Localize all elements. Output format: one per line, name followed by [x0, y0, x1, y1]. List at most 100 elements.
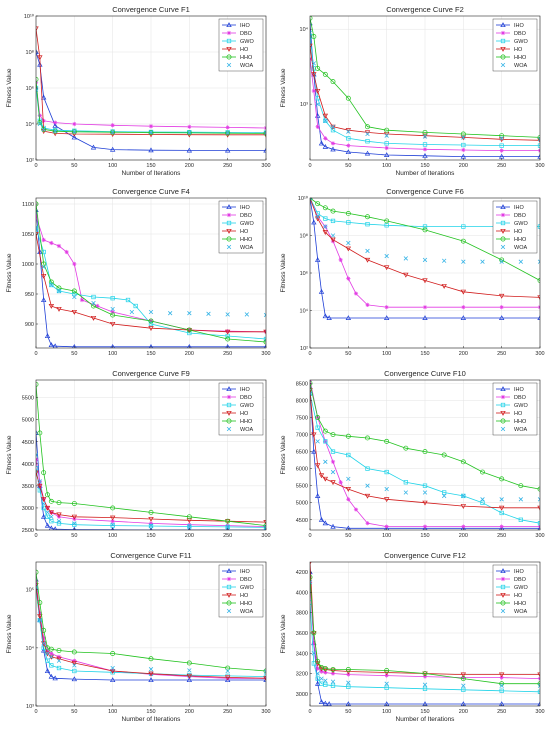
legend-marker	[226, 576, 232, 582]
data-point-ho	[310, 388, 313, 394]
data-point-gwo	[41, 505, 46, 511]
series-dbo	[36, 80, 266, 131]
legend: IHO DBO GWO HO HHO WOA	[218, 18, 264, 72]
data-point-woa	[365, 131, 370, 137]
data-point-dbo	[72, 121, 77, 127]
data-point-iho	[225, 343, 230, 348]
series-woa	[310, 580, 540, 688]
data-point-woa	[346, 240, 351, 246]
legend-marker	[226, 584, 232, 590]
legend-marker	[500, 46, 506, 52]
data-point-iho	[186, 147, 193, 153]
data-point-dbo	[49, 240, 54, 246]
legend: IHO DBO GWO HO HHO WOA	[218, 382, 264, 436]
x-tick-label: 150	[420, 533, 429, 539]
y-tick-label: 7500	[296, 416, 308, 422]
data-point-gwo	[91, 294, 96, 300]
y-axis-label: Fitness Value	[6, 68, 13, 107]
data-point-gwo	[72, 668, 77, 674]
x-tick-label: 250	[223, 163, 232, 169]
data-point-woa	[244, 312, 250, 317]
data-point-woa	[72, 663, 77, 668]
data-point-woa	[403, 490, 409, 495]
y-tick-label: 10⁴	[300, 308, 309, 315]
data-point-gwo	[461, 493, 466, 499]
data-point-woa	[263, 669, 266, 674]
legend-marker	[500, 62, 506, 68]
data-point-ho	[71, 514, 78, 520]
data-point-woa	[167, 311, 173, 316]
y-tick-label: 10³	[300, 102, 308, 108]
data-point-iho	[72, 343, 77, 348]
data-point-woa	[315, 671, 320, 676]
data-point-dbo	[346, 672, 351, 677]
legend-marker	[226, 592, 232, 598]
y-tick-label: 6500	[296, 450, 308, 456]
data-point-hho	[365, 435, 370, 441]
data-point-iho	[110, 343, 115, 348]
data-point-dbo	[346, 143, 351, 148]
data-point-gwo	[461, 224, 466, 229]
data-point-woa	[330, 233, 336, 238]
data-point-woa	[346, 129, 351, 134]
data-point-hho	[148, 130, 154, 136]
data-point-gwo	[480, 500, 485, 505]
data-point-dbo	[45, 648, 50, 653]
legend-label: GWO	[240, 39, 254, 45]
series-line-dbo	[36, 581, 266, 679]
chart-panel-f10: 0 50 100 150 200 250 300 4500 5000 5500 6000 6500 70…	[278, 368, 548, 546]
data-point-ho	[224, 329, 231, 335]
x-tick-label: 150	[146, 709, 155, 715]
data-point-gwo	[110, 670, 115, 675]
legend-label: DBO	[514, 31, 527, 37]
legend-label: WOA	[240, 63, 253, 69]
legend-box	[218, 382, 264, 436]
series-line-ho	[36, 585, 266, 679]
data-point-woa	[330, 679, 336, 684]
data-point-woa	[461, 135, 466, 140]
data-point-ho	[364, 257, 371, 263]
data-point-ho	[56, 512, 62, 518]
data-point-gwo	[499, 688, 504, 693]
data-point-hho	[41, 627, 47, 633]
legend: IHO DBO GWO HO HHO WOA	[218, 200, 264, 254]
data-point-ho	[148, 326, 154, 332]
data-point-woa	[323, 678, 328, 683]
data-point-dbo	[330, 459, 336, 464]
data-point-ho	[322, 476, 329, 482]
data-point-ho	[52, 131, 58, 137]
series-woa	[36, 585, 266, 674]
y-tick-label: 10⁶	[300, 270, 308, 277]
data-point-dbo	[56, 243, 62, 249]
legend-marker	[500, 30, 506, 36]
data-point-ho	[441, 284, 447, 289]
data-point-iho	[311, 448, 317, 454]
data-point-woa	[49, 282, 54, 288]
x-tick-label: 50	[345, 533, 351, 539]
legend-marker	[500, 568, 506, 574]
data-point-ho	[422, 278, 428, 284]
y-tick-label: 5500	[296, 484, 308, 490]
data-point-hho	[36, 76, 39, 82]
data-point-ho	[109, 668, 116, 674]
data-point-iho	[322, 700, 329, 706]
data-point-woa	[187, 668, 192, 673]
legend-label: WOA	[514, 427, 527, 433]
legend-label: WOA	[240, 609, 253, 615]
data-point-hho	[56, 500, 62, 506]
data-point-hho	[460, 459, 466, 465]
data-point-hho	[403, 445, 409, 451]
legend-label: DBO	[240, 395, 253, 401]
data-point-iho	[263, 343, 266, 348]
data-point-woa	[403, 256, 409, 261]
data-point-iho	[263, 147, 266, 153]
legend-label: IHO	[514, 205, 525, 211]
data-point-iho	[422, 152, 428, 158]
x-tick-label: 0	[308, 351, 311, 357]
series-line-hho	[310, 577, 540, 685]
legend-label: GWO	[240, 403, 254, 409]
data-point-woa	[365, 248, 370, 254]
data-point-woa	[206, 311, 211, 316]
data-point-hho	[384, 127, 390, 133]
data-point-dbo	[422, 305, 428, 310]
